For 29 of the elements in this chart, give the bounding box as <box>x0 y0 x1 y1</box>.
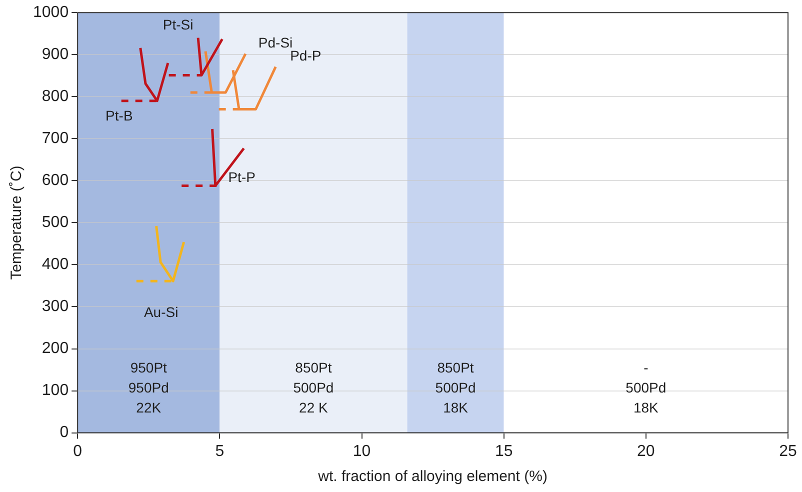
y-tick-label: 300 <box>42 298 69 316</box>
band-label: 950Pt 950Pd 22K <box>128 360 169 416</box>
x-tick-label: 10 <box>352 442 371 460</box>
x-tick-label: 20 <box>637 442 655 460</box>
band-label: - 500Pd 18K <box>626 360 666 416</box>
y-tick-label: 700 <box>42 130 69 148</box>
series-label: Pt-B <box>106 108 133 124</box>
x-tick-label: 0 <box>73 442 82 460</box>
x-axis-title: wt. fraction of alloying element (%) <box>317 468 548 486</box>
band-label: 850Pt 500Pd 18K <box>435 360 476 416</box>
y-axis-title: Temperature (˚C) <box>8 166 26 280</box>
y-tick-label: 600 <box>42 172 69 190</box>
series-label: Pt-Si <box>162 16 194 33</box>
x-tick-label: 5 <box>215 442 224 460</box>
y-tick-label: 0 <box>60 424 69 442</box>
y-tick-label: 400 <box>42 256 69 274</box>
y-tick-label: 500 <box>42 214 69 232</box>
y-tick-label: 100 <box>42 382 69 400</box>
y-tick-label: 1000 <box>33 4 69 22</box>
y-tick-label: 900 <box>42 46 69 64</box>
y-tick-label: 200 <box>42 340 69 358</box>
y-tick-label: 800 <box>42 88 69 106</box>
series-label: Pd-P <box>290 48 322 64</box>
series-label: Pd-Si <box>258 34 293 51</box>
series-label: Au-Si <box>144 304 178 320</box>
series-label: Pt-P <box>228 169 256 186</box>
x-tick-label: 15 <box>494 442 513 460</box>
band-label: 850Pt 500Pd 22 K <box>293 360 334 416</box>
x-tick-label: 25 <box>779 442 797 460</box>
